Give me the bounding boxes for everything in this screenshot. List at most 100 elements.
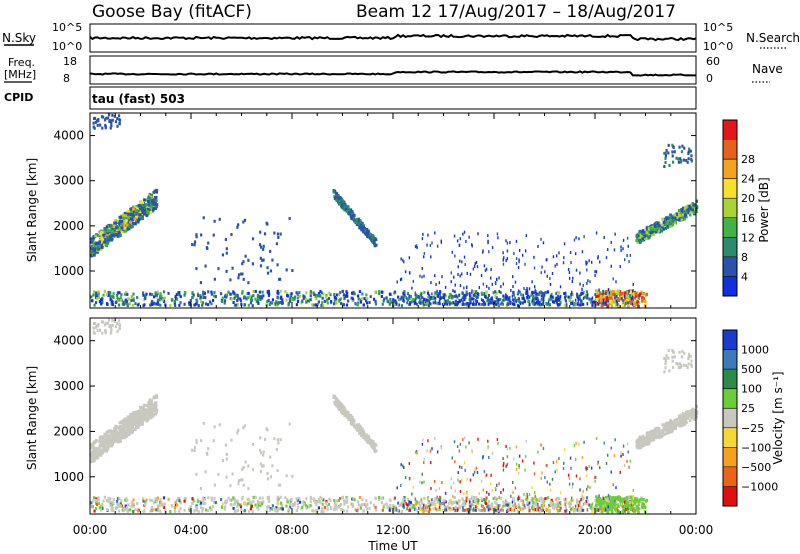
data-cell [323,300,326,304]
data-cell [123,432,127,436]
data-cell [610,240,612,244]
data-cell [150,302,153,306]
data-cell [558,457,560,461]
data-cell [625,496,629,500]
data-cell [505,259,507,263]
data-cell [603,500,607,504]
data-cell [592,506,596,510]
data-cell [474,302,477,306]
data-cell [101,443,105,447]
data-cell [139,417,143,421]
data-cell [487,293,491,297]
data-cell [582,283,584,287]
data-cell [179,295,182,299]
data-cell [480,273,483,277]
data-cell [559,506,562,510]
data-cell [499,290,502,294]
data-cell [414,245,417,249]
data-cell [233,303,237,307]
data-cell [651,228,654,232]
data-cell [93,251,97,255]
data-cell [608,495,611,499]
data-cell [199,295,203,299]
data-cell [175,503,179,507]
data-cell [609,300,613,304]
data-cell [213,219,216,223]
data-cell [370,234,374,238]
data-cell [266,497,269,501]
data-cell [141,416,145,420]
data-cell [194,508,198,512]
data-cell [573,509,576,513]
data-cell [639,240,642,244]
data-cell [442,499,445,503]
data-cell [658,226,661,230]
data-cell [247,296,250,300]
data-cell [423,302,426,306]
data-cell [268,292,271,296]
data-cell [605,505,609,509]
data-cell [386,505,389,509]
data-cell [622,452,624,456]
data-cell [103,228,107,232]
data-cell [563,497,566,501]
data-cell [320,497,323,501]
data-cell [526,286,528,290]
data-cell [640,497,644,501]
data-cell [517,471,520,475]
data-cell [695,206,699,210]
data-cell [490,297,493,301]
data-cell [626,504,629,508]
data-cell [202,502,205,506]
data-cell [120,421,123,425]
data-cell [512,275,514,279]
data-cell [149,407,153,411]
data-cell [436,289,438,293]
data-cell [630,299,634,303]
data-cell [315,503,318,507]
data-cell [232,506,235,510]
data-cell [430,255,432,259]
data-cell [93,496,96,500]
data-cell [589,280,591,284]
data-cell [346,500,349,504]
data-cell [636,499,639,503]
data-cell [446,508,449,512]
data-cell [448,293,452,297]
data-cell [684,209,688,213]
data-cell [627,244,629,248]
data-cell [636,234,640,238]
data-cell [153,295,156,299]
data-cell [406,301,408,305]
data-cell [679,212,683,216]
data-cell [94,498,98,502]
data-cell [335,192,338,196]
data-cell [97,117,100,121]
data-cell [375,243,378,247]
data-cell [109,119,112,123]
data-cell [262,294,265,298]
data-cell [473,293,476,297]
data-cell [471,243,473,247]
data-cell [638,233,642,237]
data-cell [440,502,443,506]
data-cell [602,298,605,302]
data-cell [472,290,476,294]
data-cell [157,508,160,512]
data-cell [118,221,122,225]
data-cell [118,215,122,219]
data-cell [314,509,318,513]
data-cell [614,496,618,500]
data-cell [628,495,630,499]
data-cell [351,297,354,301]
data-cell [271,258,274,262]
data-cell [529,508,531,512]
data-cell [438,498,441,502]
data-cell [548,504,551,508]
data-cell [293,503,296,507]
data-cell [141,211,145,215]
data-cell [656,222,660,226]
data-cell [408,461,411,465]
data-cell [588,259,590,263]
